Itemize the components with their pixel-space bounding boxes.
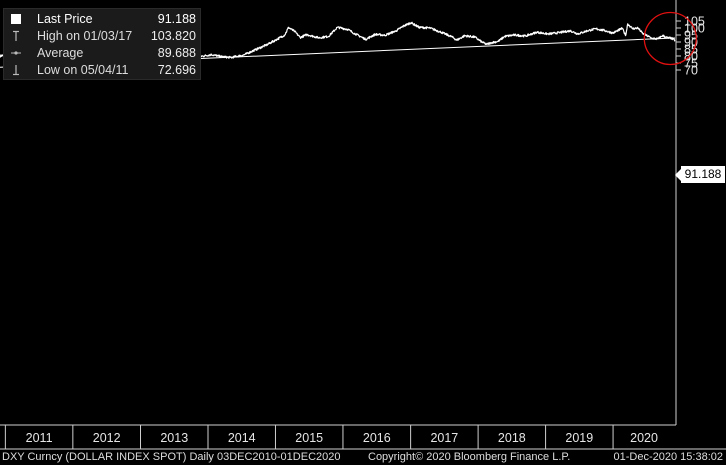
- legend-row-high: High on 01/03/17 103.820: [4, 28, 200, 45]
- last-price-tag: 91.188: [681, 166, 725, 183]
- legend-label: Average: [37, 46, 84, 60]
- average-line-icon: [11, 51, 21, 55]
- highlight-circle: [643, 11, 697, 66]
- x-tick-label: 2018: [498, 431, 526, 445]
- x-tick-label: 2020: [630, 431, 658, 445]
- x-tick-label: 2015: [295, 431, 323, 445]
- footer-timestamp: 01-Dec-2020 15:38:02: [613, 451, 723, 463]
- x-tick-label: 2019: [565, 431, 593, 445]
- y-tick-label: 80: [684, 50, 698, 64]
- legend-row-last-price: Last Price 91.188: [4, 11, 200, 28]
- y-tick-label: 85: [684, 43, 698, 57]
- legend-label: Last Price: [37, 12, 93, 26]
- x-tick-label: 2016: [363, 431, 391, 445]
- legend-value: 72.696: [157, 63, 196, 77]
- x-tick-label: 2012: [93, 431, 121, 445]
- last-price-tag-pointer: [675, 169, 681, 181]
- white-square-icon: [11, 14, 21, 24]
- y-tick-label: 75: [684, 57, 698, 71]
- legend-row-average: Average 89.688: [4, 45, 200, 62]
- legend-label: High on 01/03/17: [37, 29, 133, 43]
- footer: DXY Curncy (DOLLAR INDEX SPOT) Daily 03D…: [0, 449, 726, 465]
- x-tick-label: 2013: [160, 431, 188, 445]
- legend-value: 89.688: [157, 46, 196, 60]
- y-tick-label: 95: [684, 29, 698, 43]
- low-marker-icon: [13, 65, 19, 76]
- legend: Last Price 91.188 High on 01/03/17 103.8…: [3, 8, 201, 80]
- y-tick-label: 70: [684, 64, 698, 78]
- y-tick-label: 105: [684, 15, 705, 29]
- x-tick-label: 2017: [430, 431, 458, 445]
- x-tick-label: 2011: [26, 431, 53, 445]
- x-tick-label: 2014: [228, 431, 256, 445]
- footer-copyright: Copyright© 2020 Bloomberg Finance L.P.: [368, 451, 571, 463]
- legend-value: 103.820: [150, 29, 196, 43]
- y-tick-label: 90: [684, 36, 698, 50]
- footer-security-info: DXY Curncy (DOLLAR INDEX SPOT) Daily 03D…: [2, 451, 341, 463]
- high-marker-icon: [13, 30, 19, 41]
- legend-value: 91.188: [157, 12, 196, 26]
- legend-row-low: Low on 05/04/11 72.696: [4, 62, 200, 79]
- legend-label: Low on 05/04/11: [37, 63, 129, 77]
